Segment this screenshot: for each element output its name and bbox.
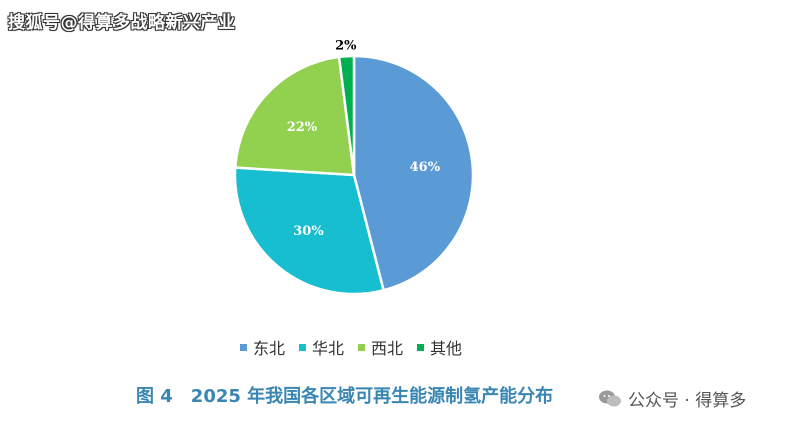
legend-item-1: 华北	[299, 335, 344, 359]
legend-label-0: 东北	[253, 339, 286, 358]
wechat-icon	[599, 390, 621, 406]
wechat-badge: 公众号 · 得算多	[598, 386, 746, 411]
legend-label-2: 西北	[371, 339, 404, 358]
legend-label-3: 其他	[430, 339, 463, 358]
legend-swatch-2	[358, 343, 366, 351]
pie-data-label-2: 22%	[287, 120, 318, 135]
wechat-account-label: 公众号 · 得算多	[628, 391, 747, 411]
pie-data-labels: 46% 30% 22% 2%	[287, 38, 441, 239]
chart-legend: 东北 华北 西北 其他	[240, 335, 462, 359]
legend-swatch-1	[299, 343, 307, 351]
legend-item-0: 东北	[240, 335, 285, 359]
pie-slice-3	[337, 54, 356, 176]
pie-slice-2	[233, 55, 356, 177]
figure-caption: 图 4 2025 年我国各区域可再生能源制氢产能分布	[136, 386, 554, 407]
legend-item-2: 西北	[358, 335, 403, 359]
pie-data-label-0: 46%	[410, 160, 441, 175]
pie-slices	[233, 54, 475, 296]
legend-item-3: 其他	[417, 335, 462, 359]
pie-data-label-3: 2%	[335, 38, 357, 53]
pie-slice-0	[352, 54, 475, 292]
watermark-text: 搜狐号@得算多战略新兴产业	[8, 13, 236, 33]
legend-label-1: 华北	[312, 339, 345, 358]
legend-swatch-0	[240, 343, 247, 351]
pie-slice-1	[233, 166, 386, 296]
legend-swatch-3	[417, 343, 425, 351]
pie-data-label-1: 30%	[293, 224, 324, 239]
